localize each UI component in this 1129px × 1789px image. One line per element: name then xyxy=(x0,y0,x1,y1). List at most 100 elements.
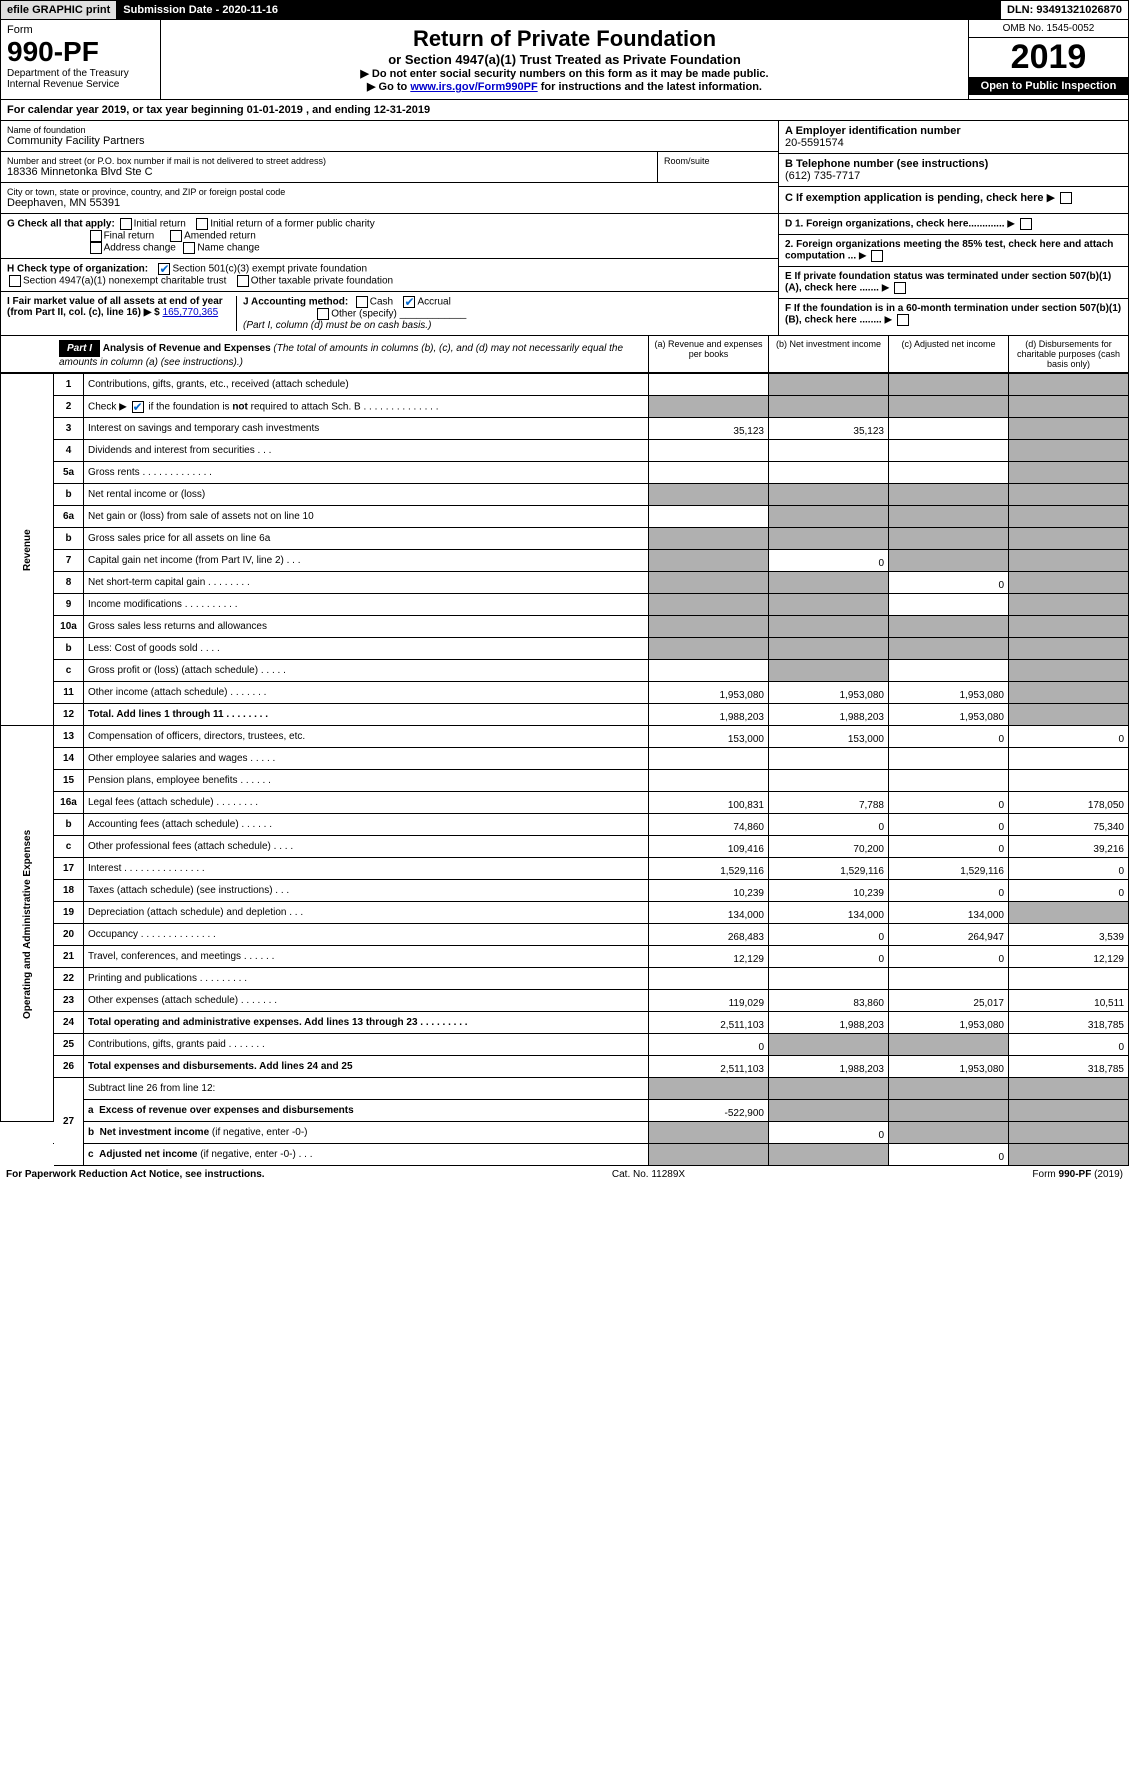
g-name-checkbox[interactable] xyxy=(183,242,195,254)
room-label: Room/suite xyxy=(664,156,772,166)
f-row: F If the foundation is in a 60-month ter… xyxy=(779,299,1128,330)
dept-treasury: Department of the Treasury xyxy=(7,68,154,79)
table-row: 24Total operating and administrative exp… xyxy=(1,1012,1129,1034)
revenue-side: Revenue xyxy=(1,374,54,726)
f-checkbox[interactable] xyxy=(897,314,909,326)
table-row: 20Occupancy . . . . . . . . . . . . . .2… xyxy=(1,924,1129,946)
name-value: Community Facility Partners xyxy=(7,135,772,147)
d2-checkbox[interactable] xyxy=(871,250,883,262)
footer-mid: Cat. No. 11289X xyxy=(612,1169,685,1180)
efile-label[interactable]: efile GRAPHIC print xyxy=(1,1,117,19)
table-row: Operating and Administrative Expenses 13… xyxy=(1,726,1129,748)
city-value: Deephaven, MN 55391 xyxy=(7,197,772,209)
ein-value: 20-5591574 xyxy=(785,137,1122,149)
table-row: 10aGross sales less returns and allowanc… xyxy=(1,616,1129,638)
table-row: 17Interest . . . . . . . . . . . . . . .… xyxy=(1,858,1129,880)
h-label: H Check type of organization: xyxy=(7,264,148,275)
name-label: Name of foundation xyxy=(7,125,772,135)
submission-date: Submission Date - 2020-11-16 xyxy=(117,1,1001,19)
i-value[interactable]: 165,770,365 xyxy=(163,307,219,318)
org-info: Name of foundation Community Facility Pa… xyxy=(0,121,1129,214)
part1-header: Part I Analysis of Revenue and Expenses … xyxy=(0,336,1129,373)
col-d-head: (d) Disbursements for charitable purpose… xyxy=(1008,336,1128,372)
g-initial-former-checkbox[interactable] xyxy=(196,218,208,230)
dln: DLN: 93491321026870 xyxy=(1001,1,1128,19)
table-row: 21Travel, conferences, and meetings . . … xyxy=(1,946,1129,968)
table-row: 6aNet gain or (loss) from sale of assets… xyxy=(1,506,1129,528)
table-row: bNet rental income or (loss) xyxy=(1,484,1129,506)
table-row: 7Capital gain net income (from Part IV, … xyxy=(1,550,1129,572)
j-other-checkbox[interactable] xyxy=(317,308,329,320)
table-row: 16aLegal fees (attach schedule) . . . . … xyxy=(1,792,1129,814)
part1-label: Part I xyxy=(59,340,100,357)
table-row: 5aGross rents . . . . . . . . . . . . . xyxy=(1,462,1129,484)
part1-table: Revenue 1Contributions, gifts, grants, e… xyxy=(0,373,1129,1166)
h-4947-checkbox[interactable] xyxy=(9,275,21,287)
j-note: (Part I, column (d) must be on cash basi… xyxy=(243,320,431,331)
table-row: 9Income modifications . . . . . . . . . … xyxy=(1,594,1129,616)
table-row: bGross sales price for all assets on lin… xyxy=(1,528,1129,550)
h-other-checkbox[interactable] xyxy=(237,275,249,287)
col-c-head: (c) Adjusted net income xyxy=(888,336,1008,372)
table-row: 18Taxes (attach schedule) (see instructi… xyxy=(1,880,1129,902)
arrow-icon: ▶ xyxy=(1047,192,1055,204)
d2-row: 2. Foreign organizations meeting the 85%… xyxy=(779,235,1128,267)
open-public: Open to Public Inspection xyxy=(969,77,1128,95)
e-checkbox[interactable] xyxy=(894,282,906,294)
table-row: 27Subtract line 26 from line 12: xyxy=(1,1078,1129,1100)
j-label: J Accounting method: xyxy=(243,297,348,308)
table-row: 8Net short-term capital gain . . . . . .… xyxy=(1,572,1129,594)
g-amended-checkbox[interactable] xyxy=(170,230,182,242)
table-row: a Excess of revenue over expenses and di… xyxy=(1,1100,1129,1122)
table-row: 22Printing and publications . . . . . . … xyxy=(1,968,1129,990)
table-row: 12Total. Add lines 1 through 11 . . . . … xyxy=(1,704,1129,726)
table-row: Revenue 1Contributions, gifts, grants, e… xyxy=(1,374,1129,396)
form-label: Form xyxy=(7,24,154,36)
table-row: 15Pension plans, employee benefits . . .… xyxy=(1,770,1129,792)
form-number: 990-PF xyxy=(7,36,154,68)
note-ssn: ▶ Do not enter social security numbers o… xyxy=(167,67,962,80)
table-row: 14Other employee salaries and wages . . … xyxy=(1,748,1129,770)
city-label: City or town, state or province, country… xyxy=(7,187,772,197)
ij-section: I Fair market value of all assets at end… xyxy=(1,292,778,335)
c-checkbox[interactable] xyxy=(1060,192,1072,204)
c-label: C If exemption application is pending, c… xyxy=(785,192,1044,204)
calendar-year: For calendar year 2019, or tax year begi… xyxy=(0,100,1129,121)
d1-checkbox[interactable] xyxy=(1020,218,1032,230)
table-row: 26Total expenses and disbursements. Add … xyxy=(1,1056,1129,1078)
g-initial-checkbox[interactable] xyxy=(120,218,132,230)
table-row: 4Dividends and interest from securities … xyxy=(1,440,1129,462)
h-501c3-checkbox[interactable] xyxy=(158,263,170,275)
schb-checkbox[interactable] xyxy=(132,401,144,413)
address-value: 18336 Minnetonka Blvd Ste C xyxy=(7,166,651,178)
phone-value: (612) 735-7717 xyxy=(785,170,1122,182)
table-row: 19Depreciation (attach schedule) and dep… xyxy=(1,902,1129,924)
tax-year: 2019 xyxy=(969,38,1128,77)
phone-label: B Telephone number (see instructions) xyxy=(785,158,1122,170)
irs-label: Internal Revenue Service xyxy=(7,79,154,90)
part1-title: Analysis of Revenue and Expenses xyxy=(103,343,271,354)
h-section: H Check type of organization: Section 50… xyxy=(1,259,778,292)
j-cash-checkbox[interactable] xyxy=(356,296,368,308)
form-subtitle: or Section 4947(a)(1) Trust Treated as P… xyxy=(167,52,962,67)
table-row: 25Contributions, gifts, grants paid . . … xyxy=(1,1034,1129,1056)
form-title: Return of Private Foundation xyxy=(167,26,962,52)
table-row: b Net investment income (if negative, en… xyxy=(1,1122,1129,1144)
g-address-checkbox[interactable] xyxy=(90,242,102,254)
table-row: 2Check ▶ if the foundation is not requir… xyxy=(1,396,1129,418)
table-row: 11Other income (attach schedule) . . . .… xyxy=(1,682,1129,704)
footer-right: Form 990-PF (2019) xyxy=(1032,1169,1123,1180)
table-row: cOther professional fees (attach schedul… xyxy=(1,836,1129,858)
g-section: G Check all that apply: Initial return I… xyxy=(1,214,778,259)
footer-left: For Paperwork Reduction Act Notice, see … xyxy=(6,1169,265,1180)
j-accrual-checkbox[interactable] xyxy=(403,296,415,308)
table-row: bLess: Cost of goods sold . . . . xyxy=(1,638,1129,660)
d1-row: D 1. Foreign organizations, check here..… xyxy=(779,214,1128,235)
e-row: E If private foundation status was termi… xyxy=(779,267,1128,299)
table-row: c Adjusted net income (if negative, ente… xyxy=(1,1144,1129,1166)
col-b-head: (b) Net investment income xyxy=(768,336,888,372)
omb-number: OMB No. 1545-0052 xyxy=(969,20,1128,38)
form990pf-link[interactable]: www.irs.gov/Form990PF xyxy=(410,81,537,93)
address-label: Number and street (or P.O. box number if… xyxy=(7,156,651,166)
g-final-checkbox[interactable] xyxy=(90,230,102,242)
